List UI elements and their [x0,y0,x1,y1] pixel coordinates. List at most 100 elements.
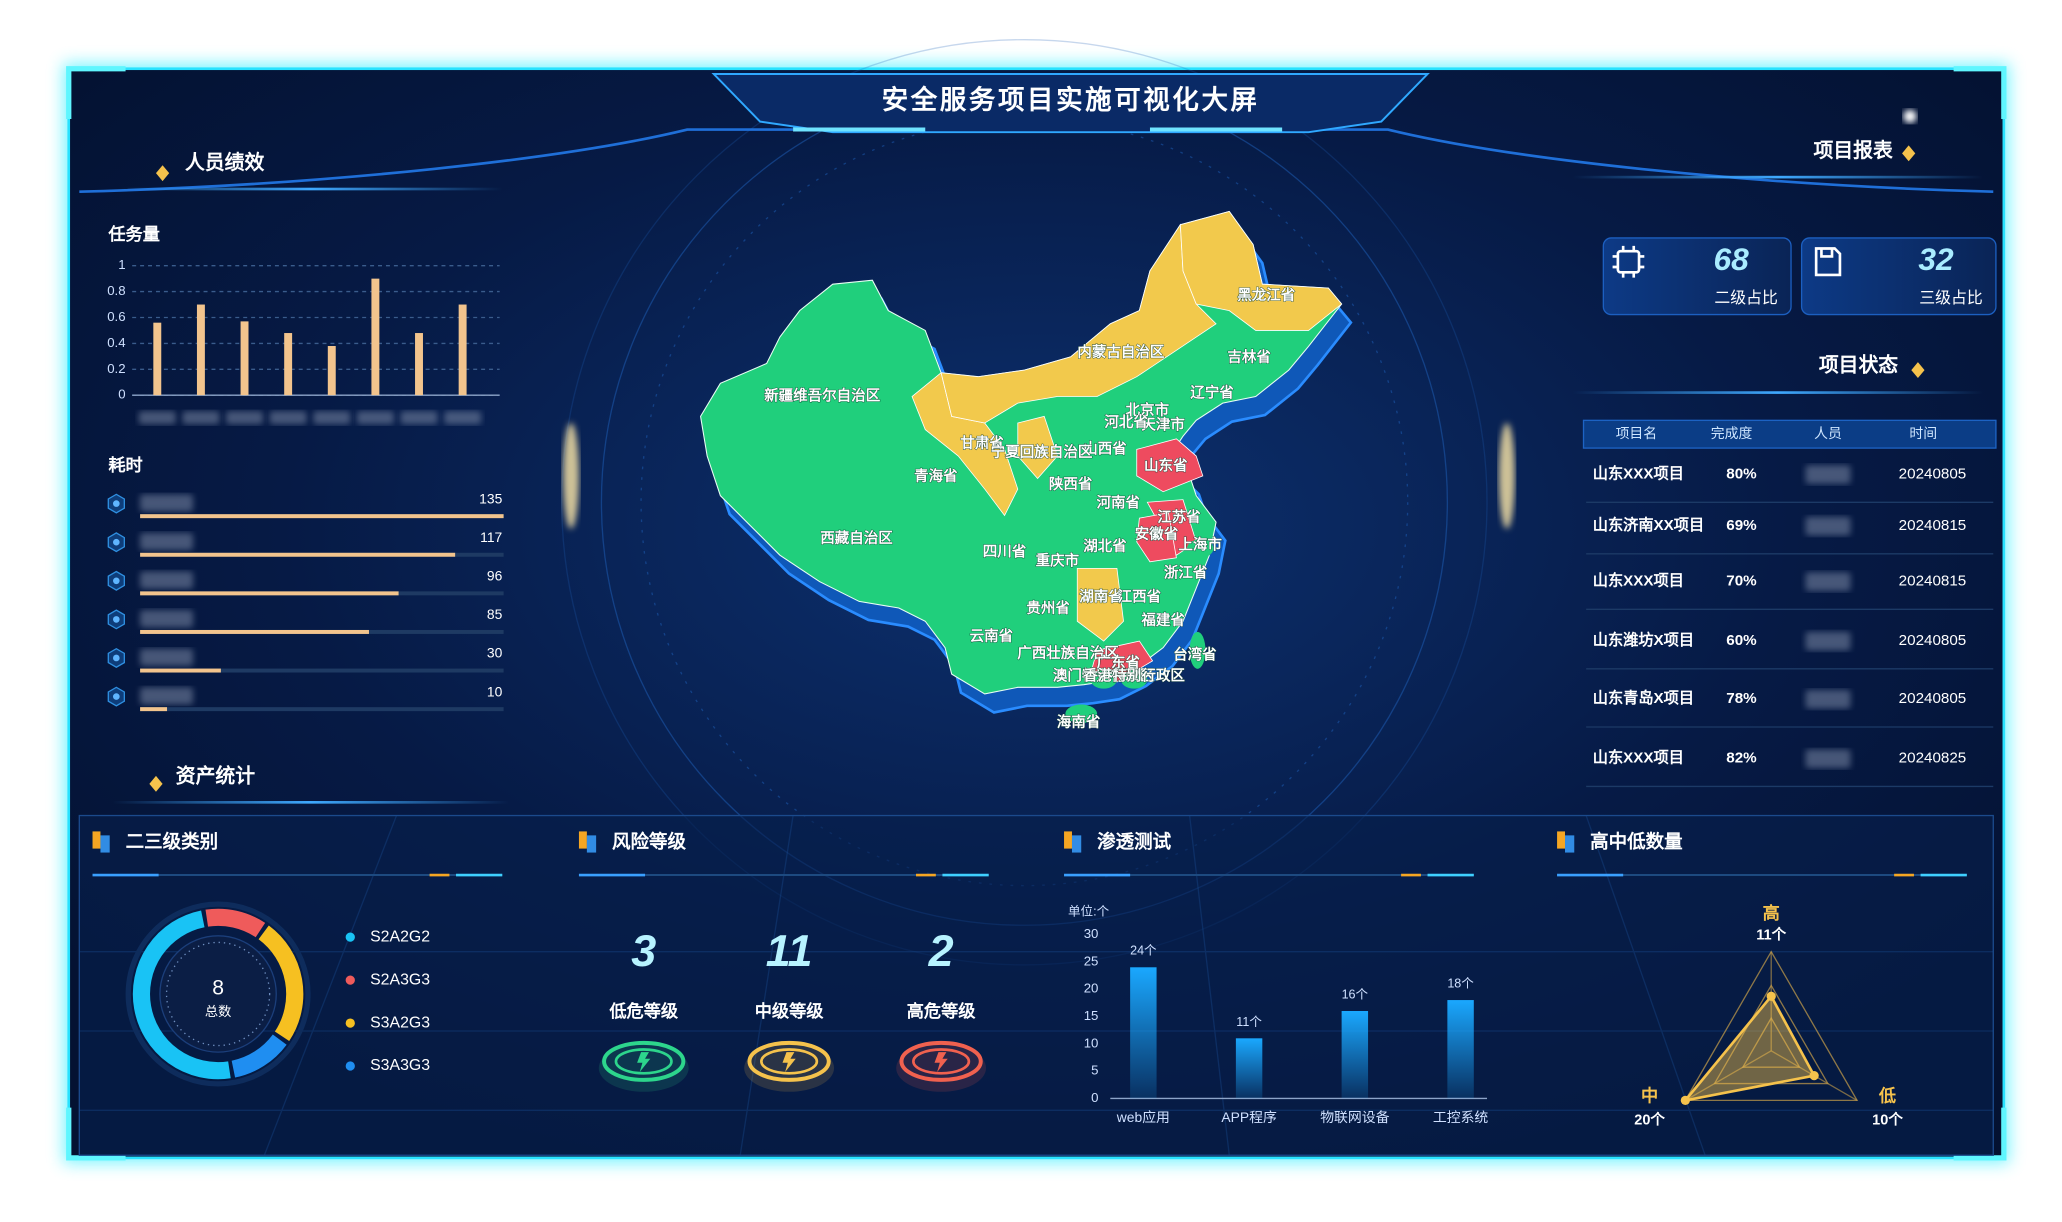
region-label: 安徽省 [1135,525,1179,543]
region-label: 香港特别行政区 [1083,667,1185,685]
bar [284,333,293,396]
kpi-ring [760,1048,819,1075]
region-label: 江苏省 [1157,508,1201,526]
legend-label: S3A3G3 [370,1057,430,1074]
y-tick-label: 0.2 [107,361,125,376]
section-underline [1572,391,1983,394]
table-cell: 82% [1726,750,1757,767]
region-label: 海南省 [1057,713,1101,731]
donut-segment [205,908,266,938]
title-banner [711,73,1430,134]
panel-icon [1064,831,1072,849]
disk-icon [1814,247,1842,277]
table-cell: 山东XXX项目 [1593,572,1684,590]
map-region [1017,415,1058,480]
map-region [1090,670,1117,689]
kpi-glow [598,1044,689,1092]
radar-grid [1684,950,1859,1102]
region-label: 四川省 [983,542,1027,560]
blurred-text [269,411,307,425]
blurred-text [444,411,482,425]
donut-dots [165,941,271,1047]
row-icon-dot [113,577,120,585]
region-label: 青海省 [914,467,958,485]
diamond [149,775,163,792]
value-label: 18个 [1447,977,1474,991]
panel-icon [100,835,110,853]
kpi-label: 低危等级 [608,1001,679,1021]
map-region [1091,540,1119,560]
x-tick-label: APP程序 [1221,1109,1277,1125]
stat-card [1602,237,1792,316]
blurred-text [1805,465,1851,484]
blurred-text [1805,749,1851,768]
map-region [1091,442,1119,462]
table-cell: 山东XXX项目 [1593,465,1684,483]
panel-icon [1071,835,1082,853]
blurred-text [140,610,193,628]
kpi-ring [614,1048,673,1075]
bar [327,345,336,396]
region-label: 内蒙古自治区 [1077,343,1165,361]
map-region [1065,704,1098,724]
value-label: 10 [487,683,503,699]
x-tick-label: 物联网设备 [1320,1109,1389,1125]
row-icon-dot [113,616,120,623]
region-label: 台湾省 [1173,645,1217,663]
y-tick-label: 0.4 [107,335,125,350]
floor-grid [79,815,1994,1156]
row-icon-dot [113,654,120,662]
table-cell: 20240805 [1899,466,1967,483]
region-label: 上海市 [1178,536,1222,554]
bar [458,304,467,396]
region-label: 广东省 [1096,653,1140,671]
map-region [1136,512,1177,563]
diamond [155,165,170,182]
chart-title: 任务量 [107,224,160,244]
map-region [1034,602,1062,622]
panel-icon [586,835,597,853]
region-label: 西藏自治区 [820,529,893,547]
map-region [1198,387,1226,406]
stat-value: 32 [1918,241,1954,277]
table-cell: 20240805 [1899,632,1967,649]
y-tick-label: 30 [1084,926,1099,941]
region-label: 贵州省 [1026,599,1070,617]
row-icon-dot [113,500,120,507]
region-label: 湖南省 [1079,587,1123,605]
radar-category: 中 [1641,1086,1658,1106]
radar-area [1681,993,1817,1103]
section-underline [118,187,503,191]
legend-dot [345,1018,355,1028]
donut-segment [132,910,231,1080]
legend-label: S3A2G3 [370,1014,430,1031]
blurred-text [226,411,264,425]
radar-value: 10个 [1872,1112,1903,1129]
blurred-text [138,411,176,425]
corner [1953,66,2007,119]
donut-inner [159,935,277,1053]
map-region [1186,539,1214,558]
chart-title: 耗时 [108,455,142,475]
bar [1235,1038,1263,1099]
frame-corners [66,66,2007,1161]
legend-dot [345,975,355,985]
donut-total-label: 总数 [205,1004,231,1019]
y-tick-label: 0 [1091,1090,1098,1105]
region-label: 天津市 [1141,415,1185,433]
y-tick-label: 0.6 [107,309,125,324]
corner [1953,1107,2007,1161]
section-title: 项目报表 [1814,139,1893,162]
radar-point [1766,991,1776,1001]
table-cell: 山东XXX项目 [1593,749,1684,767]
table-cell: 山东潍坊X项目 [1593,631,1694,649]
region-label: 湖北省 [1083,537,1127,555]
table-cell: 20240815 [1899,517,1967,534]
flare [563,422,579,529]
region-label: 北京市 [1126,401,1170,419]
x-tick-label: web应用 [1116,1109,1170,1125]
table-cell: 20240825 [1899,750,1967,767]
